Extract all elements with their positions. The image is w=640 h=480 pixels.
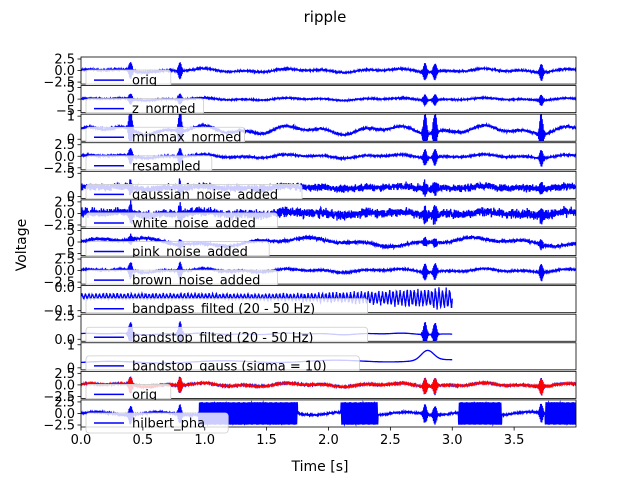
y-tick-label: 2.5 (54, 195, 75, 210)
legend-label: bandpass_filted (20 - 50 Hz) (132, 302, 315, 317)
x-tick-label: 1.5 (256, 433, 277, 448)
subplot: 1 0 minmax_normed (67, 110, 577, 148)
legend-label: orig (132, 388, 157, 403)
legend-box (85, 412, 229, 434)
subplot: 2.50.0−2.5 hilbert_pha (43, 395, 577, 434)
legend-label: resampled (132, 159, 201, 174)
subplot: 50−5 z_normed (56, 81, 577, 119)
y-tick-label: 5 (67, 167, 75, 182)
y-tick-label: 0.0 (54, 264, 75, 279)
y-tick-label: 5 (67, 81, 75, 96)
legend: bandpass_filted (20 - 50 Hz) (85, 298, 369, 320)
x-tick-label: 2.5 (380, 433, 401, 448)
legend: brown_noise_added (85, 269, 278, 291)
series-line (81, 233, 576, 251)
subplot-frame (80, 113, 577, 142)
y-tick-label: 2.5 (54, 395, 75, 410)
legend-label: pink_noise_added (132, 245, 248, 260)
legend-label: gaussian_noise_added (132, 188, 278, 203)
x-tick-label: 0.0 (71, 433, 92, 448)
y-tick-label: 5 (67, 224, 75, 239)
legend-label: orig (132, 74, 157, 89)
x-tick-label: 3.5 (504, 433, 525, 448)
y-tick-label: −2.5 (43, 276, 75, 291)
y-tick-label: 0.0 (54, 378, 75, 393)
legend-label: bandstop_filted (20 - 50 Hz) (132, 331, 313, 346)
y-tick-label: 0 (67, 93, 75, 108)
y-axis-label: Voltage (14, 219, 30, 272)
series-line (81, 400, 576, 427)
y-tick-label: 0.0 (54, 281, 75, 296)
legend: minmax_normed (85, 126, 246, 148)
y-tick-label: 0.0 (54, 407, 75, 422)
legend: gaussian_noise_added (85, 183, 303, 205)
legend: resampled (85, 155, 213, 177)
y-tick-label: 0 (67, 236, 75, 251)
x-tick-label: 1.0 (194, 433, 215, 448)
figure-title: ripple (304, 8, 347, 26)
y-tick-label: −5 (56, 104, 75, 119)
series-line (81, 200, 576, 225)
y-tick-label: 2.5 (54, 310, 75, 325)
y-tick-label: 0.0 (54, 207, 75, 222)
x-axis-label: Time [s] (291, 459, 349, 475)
legend-label: hilbert_pha (132, 417, 205, 432)
y-tick-label: 0.0 (54, 150, 75, 165)
x-tick-label: 0.5 (133, 433, 154, 448)
legend-label: z_normed (132, 102, 196, 117)
subplot: 2.50.0−2.5 brown_noise_added (43, 253, 577, 291)
legend: pink_noise_added (85, 241, 270, 262)
subplot: 2.50.0−2.5 resampled (43, 138, 577, 177)
y-tick-label: −2.5 (43, 161, 75, 176)
legend-label: minmax_normed (132, 131, 242, 146)
y-tick-label: 2.5 (54, 367, 75, 382)
y-tick-label: 0 (67, 133, 75, 148)
y-tick-label: −5 (56, 247, 75, 262)
y-tick-label: 1 (67, 338, 75, 353)
y-tick-label: 2.5 (54, 253, 75, 268)
y-tick-label: 0.0 (54, 64, 75, 79)
x-tick-label: 3.0 (442, 433, 463, 448)
subplot: 50−5 pink_noise_added (56, 224, 577, 262)
y-tick-label: −2.5 (43, 419, 75, 434)
y-tick-label: −0.1 (43, 304, 75, 319)
y-tick-label: 2.5 (54, 138, 75, 153)
x-tick-label: 2.0 (318, 433, 339, 448)
legend: hilbert_pha (85, 412, 229, 434)
subplot: 0.0 −0.1 bandpass_filted (20 - 50 Hz) (43, 281, 577, 320)
series-line (81, 287, 453, 310)
y-tick-label: 2.5 (54, 53, 75, 68)
y-tick-label: −2.5 (43, 76, 75, 91)
y-tick-label: −2.5 (43, 390, 75, 405)
legend: orig (85, 69, 172, 91)
x-axis: 0.0 0.5 1.0 1.5 2.0 2.5 3.0 3.5 (71, 427, 525, 448)
legend-label: bandstop_gauss (sigma = 10) (132, 359, 327, 374)
subplot: 2.50.0−2.5 orig (43, 367, 577, 405)
subplot: 1 0 bandstop_gauss (sigma = 10) (67, 338, 577, 376)
y-tick-label: 0 (67, 361, 75, 376)
y-tick-label: 0.0 (54, 333, 75, 348)
subplot: 2.50.0−2.5 orig (43, 53, 577, 91)
legend: bandstop_filted (20 - 50 Hz) (85, 326, 369, 348)
subplot: 2.5 0.0 bandstop_filted (20 - 50 Hz) (54, 310, 577, 348)
subplot-frame (80, 170, 577, 199)
legend: orig (85, 384, 172, 405)
y-tick-label: 1 (67, 110, 75, 125)
legend-label: white_noise_added (132, 216, 256, 231)
y-tick-label: 0 (67, 190, 75, 205)
subplot: 5 0 gaussian_noise_added (67, 167, 577, 205)
subplot: 2.50.0−2.5 white_noise_added (43, 195, 577, 234)
legend-label: brown_noise_added (132, 274, 260, 289)
y-tick-label: −2.5 (43, 218, 75, 233)
legend: white_noise_added (85, 212, 278, 234)
